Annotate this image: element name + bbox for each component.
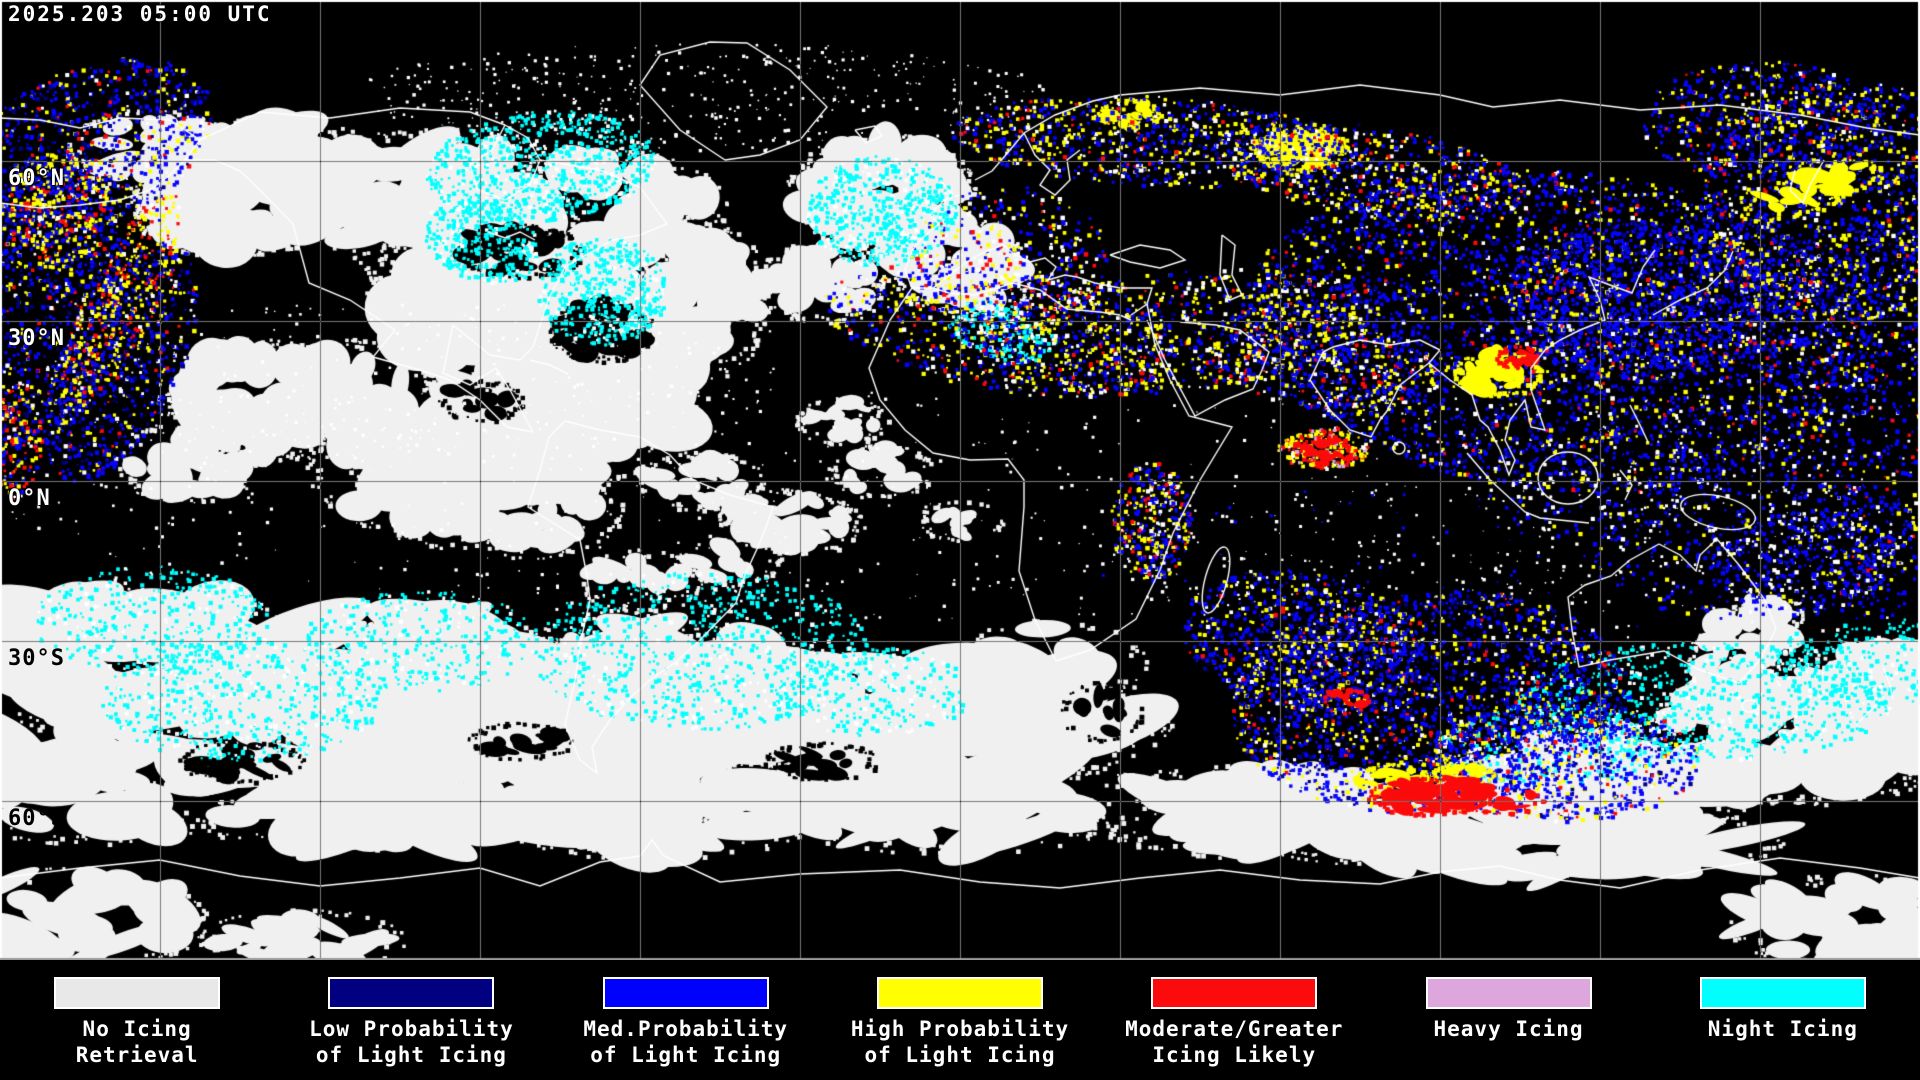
legend-label: High Probability [850,1017,1070,1041]
legend-label: Retrieval [75,1043,199,1067]
lat-label-60n: 60°N [8,166,65,191]
lat-label-30n: 30°N [8,326,65,351]
world-map: 2025.203 05:00 UTC 60°N 30°N 0°N 30°S 60°S [0,0,1920,960]
legend-swatch-moderate-greater-icing [1151,977,1318,1009]
legend-label: of Light Icing [864,1043,1056,1067]
legend-item-no-icing-retrieval: No Icing Retrieval [0,960,274,1080]
legend-label: Heavy Icing [1433,1017,1584,1041]
satellite-icing-canvas [0,0,1920,960]
legend-swatch-no-icing-retrieval [54,977,221,1009]
legend-swatch-heavy-icing [1425,977,1592,1009]
legend-item-med-prob-light-icing: Med.Probability of Light Icing [549,960,823,1080]
legend-item-low-prob-light-icing: Low Probability of Light Icing [274,960,548,1080]
legend-swatch-high-prob-light-icing [876,977,1043,1009]
legend-label: of Light Icing [590,1043,782,1067]
legend-swatch-night-icing [1699,977,1866,1009]
legend-item-night-icing: Night Icing [1646,960,1920,1080]
legend-label: of Light Icing [315,1043,507,1067]
legend-swatch-med-prob-light-icing [602,977,769,1009]
legend-label: Low Probability [309,1017,514,1041]
lat-label-0n: 0°N [8,486,51,511]
legend-label: Night Icing [1707,1017,1858,1041]
legend-swatch-low-prob-light-icing [328,977,495,1009]
legend-item-heavy-icing: Heavy Icing [1371,960,1645,1080]
legend-label: Moderate/Greater [1125,1017,1344,1041]
legend-label: Med.Probability [583,1017,789,1041]
legend-bar: No Icing Retrieval Low Probability of Light… [0,960,1920,1080]
legend-item-moderate-greater-icing: Moderate/Greater Icing Likely [1097,960,1371,1080]
legend-label: Icing Likely [1152,1043,1317,1067]
lat-label-30s: 30°S [8,646,65,671]
legend-label: No Icing [82,1017,192,1041]
legend-item-high-prob-light-icing: High Probability of Light Icing [823,960,1097,1080]
lat-label-60s: 60°S [8,806,65,831]
timestamp: 2025.203 05:00 UTC [8,2,272,26]
